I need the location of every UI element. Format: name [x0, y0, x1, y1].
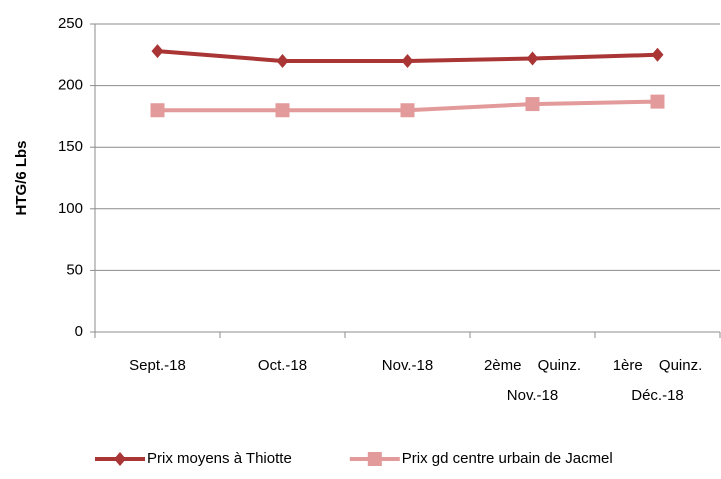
x-tick-label: Sept.-18 — [129, 357, 186, 374]
point — [150, 103, 165, 118]
legend-marker — [367, 452, 382, 466]
x-tick-label: Nov.-18 — [381, 357, 434, 374]
y-tick-label: 250 — [58, 15, 83, 32]
legend-label: Prix moyens à Thiotte — [147, 450, 292, 467]
y-tick-label: 200 — [58, 77, 83, 94]
legend-marker — [114, 452, 126, 466]
x-tick-label: 2ème Quinz. Nov.-18 — [483, 357, 582, 404]
point — [400, 103, 415, 118]
point — [275, 103, 290, 118]
point — [401, 53, 414, 68]
x-tick-label: Oct.-18 — [257, 357, 308, 374]
y-tick-label: 0 — [75, 323, 83, 340]
y-axis-label: HTG/6 Lbs — [13, 140, 30, 215]
point — [650, 94, 665, 109]
point — [276, 53, 289, 68]
y-tick-label: 150 — [58, 138, 83, 155]
y-tick-label: 100 — [58, 200, 83, 217]
legend-label: Prix gd centre urbain de Jacmel — [402, 450, 613, 467]
point — [651, 47, 664, 62]
point — [525, 97, 540, 112]
point — [151, 44, 164, 59]
point — [526, 51, 539, 66]
x-tick-label: 1ère Quinz. Déc.-18 — [612, 357, 703, 404]
y-tick-label: 50 — [66, 261, 83, 278]
